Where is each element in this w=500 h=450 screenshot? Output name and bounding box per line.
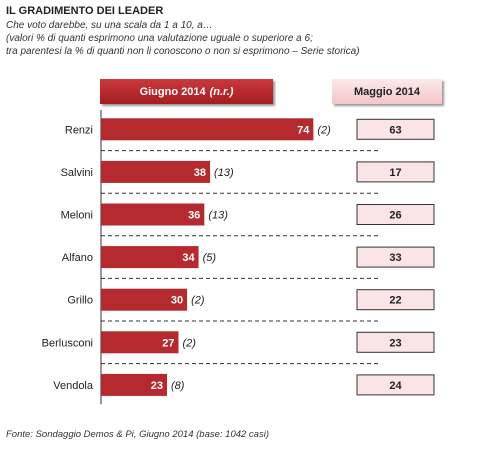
bar-june	[101, 246, 199, 269]
source-footer: Fonte: Sondaggio Demos & Pi, Giugno 2014…	[6, 429, 269, 440]
category-label: Alfano	[62, 252, 93, 264]
may-value: 23	[389, 337, 401, 349]
category-label: Vendola	[53, 380, 94, 392]
may-value: 22	[389, 295, 401, 307]
bar-june	[101, 160, 211, 183]
chart-title: IL GRADIMENTO DEI LEADER	[6, 5, 164, 17]
may-value: 63	[389, 124, 401, 136]
subtitle-line-1: Che voto darebbe, su una scala da 1 a 10…	[6, 20, 213, 31]
category-label: Salvini	[61, 167, 93, 179]
may-value: 24	[389, 380, 402, 392]
bar-june	[101, 288, 188, 311]
header-june: Giugno 2014 (n.r.)	[100, 79, 273, 104]
bar-june-value: 30	[171, 295, 183, 307]
may-value: 33	[389, 252, 401, 264]
bar-june	[101, 203, 205, 226]
header-may: Maggio 2014	[332, 79, 442, 104]
bar-june-parenthesis: (2)	[182, 337, 196, 349]
may-value-box	[356, 161, 435, 183]
may-value-box	[356, 204, 435, 225]
may-value: 17	[389, 167, 401, 179]
subtitle-line-2: (valori % di quanti esprimono una valuta…	[6, 33, 313, 44]
bar-june-parenthesis: (13)	[214, 167, 234, 179]
may-value-box	[356, 289, 435, 311]
bar-june-value: 36	[188, 210, 200, 222]
bar-june-parenthesis: (8)	[171, 380, 185, 392]
bar-june-value: 74	[297, 124, 310, 136]
may-value-box	[356, 246, 435, 268]
header-june-label: Giugno 2014	[139, 85, 206, 98]
may-value-box	[356, 331, 435, 353]
bar-june-parenthesis: (5)	[203, 252, 217, 264]
bar-june-value: 38	[194, 167, 206, 179]
bar-june	[101, 331, 179, 354]
bar-june-value: 34	[182, 252, 195, 264]
category-label: Berlusconi	[42, 337, 93, 349]
category-label: Renzi	[65, 124, 93, 136]
category-label: Meloni	[61, 210, 93, 222]
bar-june	[101, 373, 168, 396]
bar-june	[101, 118, 314, 141]
category-label: Grillo	[67, 295, 93, 307]
bar-june-value: 23	[151, 380, 163, 392]
may-value-box	[356, 118, 435, 140]
bar-june-value: 27	[162, 337, 174, 349]
bar-june-parenthesis: (13)	[208, 210, 228, 222]
may-value-box	[356, 374, 435, 396]
bar-june-parenthesis: (2)	[317, 124, 331, 136]
bar-june-parenthesis: (2)	[191, 295, 205, 307]
may-value: 26	[389, 210, 401, 222]
chart-subtitle: Che voto darebbe, su una scala da 1 a 10…	[6, 19, 486, 58]
header-june-note: (n.r.)	[209, 85, 234, 98]
subtitle-line-3: tra parentesi la % di quanti non li cono…	[6, 46, 360, 57]
header-may-label: Maggio 2014	[353, 85, 421, 98]
